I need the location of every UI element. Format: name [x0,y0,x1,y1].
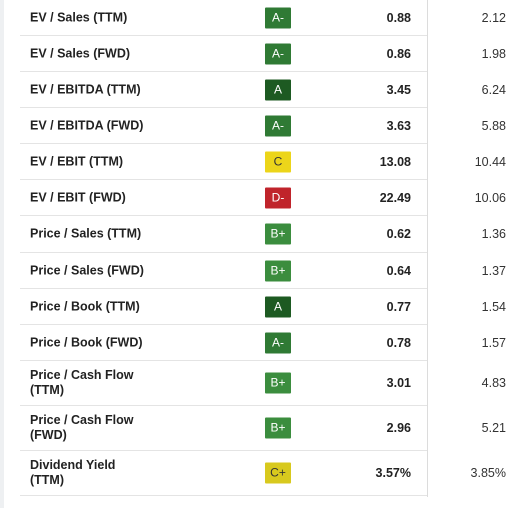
sector-value: 1.57 [481,335,506,350]
metric-value: 0.77 [386,299,411,314]
sector-value: 6.24 [481,82,506,97]
metric-row: Price / Sales (FWD) B+ 0.64 1.37 [20,253,506,289]
grade-badge: A- [265,115,291,136]
metric-label: EV / Sales (FWD) [30,46,131,60]
sector-value: 5.21 [481,421,506,435]
metric-row: EV / EBIT (FWD) D- 22.49 10.06 [20,180,506,216]
metric-value: 2.96 [386,421,411,435]
metric-value: 3.57% [375,466,411,480]
metric-value: 3.63 [386,118,411,133]
sector-value: 3.85% [470,466,506,480]
sector-value: 4.83 [481,376,506,390]
metric-row: EV / Sales (FWD) A- 0.86 1.98 [20,36,506,72]
grade-badge: A- [265,7,291,28]
metric-label: EV / Sales (TTM) [30,10,128,24]
metric-value: 3.45 [386,82,411,97]
metric-row: Price / Sales (TTM) B+ 0.62 1.36 [20,216,506,253]
metric-value: 0.86 [386,46,411,61]
metric-row: Price / Book (TTM) A 0.77 1.54 [20,289,506,325]
grade-badge: A [265,296,291,317]
metric-row: Price / Book (FWD) A- 0.78 1.57 [20,325,506,361]
grade-badge: B+ [265,223,291,245]
metric-value: 22.49 [379,190,411,205]
metric-row: Price / Cash Flow (TTM) B+ 3.01 4.83 [20,361,506,406]
grade-badge: A [265,79,291,100]
grade-badge: B+ [265,417,291,439]
metric-value: 0.78 [386,335,411,350]
grade-badge: B+ [265,260,291,281]
metric-label: Price / Book (TTM) [30,299,140,313]
grade-badge: C+ [265,462,291,484]
grade-badge: A- [265,332,291,353]
metric-label: EV / EBIT (FWD) [30,190,126,204]
metric-label: Price / Book (FWD) [30,335,143,349]
grade-badge: C [265,151,291,172]
metric-label: EV / EBIT (TTM) [30,154,124,168]
sector-value: 2.12 [481,10,506,25]
metric-row: EV / EBITDA (FWD) A- 3.63 5.88 [20,108,506,144]
metric-label: EV / EBITDA (FWD) [30,118,144,132]
metric-label: Price / Sales (TTM) [30,226,142,241]
metric-value: 0.88 [386,10,411,25]
sector-value: 1.54 [481,299,506,314]
metric-row: EV / EBITDA (TTM) A 3.45 6.24 [20,72,506,108]
sector-value: 1.37 [481,263,506,278]
metric-label: EV / EBITDA (TTM) [30,82,141,96]
sector-value: 10.06 [474,190,506,205]
metric-label: Price / Cash Flow (FWD) [30,413,134,442]
metric-value: 3.01 [386,376,411,390]
metric-label: Dividend Yield (TTM) [30,458,116,487]
metric-value: 13.08 [379,154,411,169]
sector-value: 1.98 [481,46,506,61]
metric-label: Price / Sales (FWD) [30,263,144,277]
sector-value: 1.36 [481,227,506,241]
metric-value: 0.64 [386,263,411,278]
metric-label: Price / Cash Flow (TTM) [30,368,134,397]
metric-value: 0.62 [386,227,411,241]
metric-row: Price / Cash Flow (FWD) B+ 2.96 5.21 [20,406,506,451]
sector-value: 5.88 [481,118,506,133]
grade-badge: B+ [265,372,291,394]
metric-row: EV / Sales (TTM) A- 0.88 2.12 [20,0,506,36]
metric-row: EV / EBIT (TTM) C 13.08 10.44 [20,144,506,180]
sector-value: 10.44 [474,154,506,169]
metric-row: Dividend Yield (TTM) C+ 3.57% 3.85% [20,451,506,496]
column-divider [427,0,428,497]
grade-badge: A- [265,43,291,64]
grade-badge: D- [265,187,291,208]
side-strip [0,0,4,508]
